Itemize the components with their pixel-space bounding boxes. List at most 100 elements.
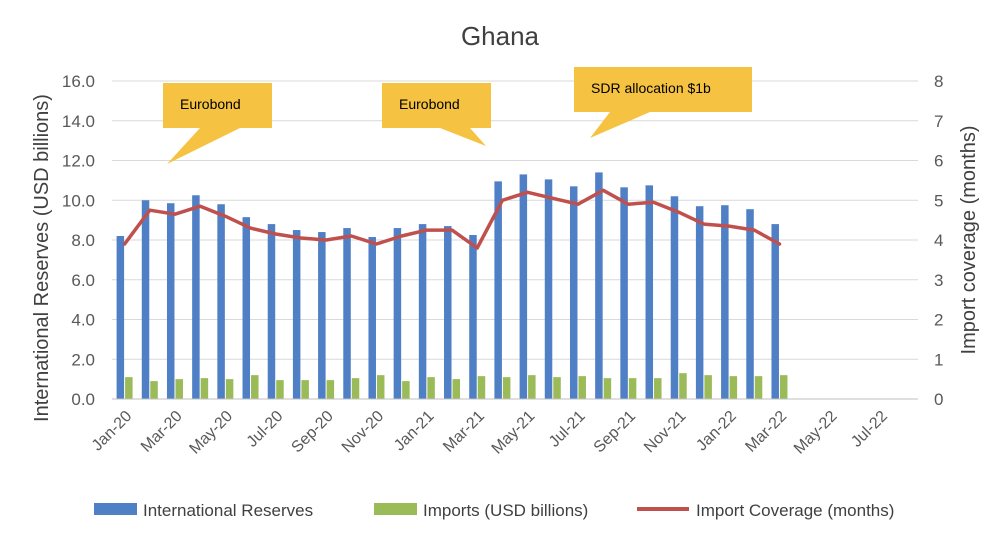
y-tick-label: 12.0 (62, 152, 95, 171)
x-tick-label: Jul-22 (848, 408, 891, 451)
imports-bar (125, 377, 133, 399)
reserves-bar (141, 200, 150, 399)
legend-label: Import Coverage (months) (696, 501, 894, 520)
reserves-bar (620, 187, 628, 399)
x-tick-label: Mar-22 (742, 408, 790, 456)
x-tick-label: Sep-21 (591, 408, 640, 457)
x-tick-label: Jan-21 (391, 408, 438, 455)
imports-bar (502, 377, 511, 399)
x-tick-label: May-21 (489, 408, 539, 458)
y2-tick-label: 3 (934, 271, 943, 290)
x-tick-label: Sep-20 (288, 408, 337, 457)
reserves-bar (469, 235, 477, 399)
annotation-callout: Eurobond (382, 83, 491, 146)
imports-bar (326, 380, 335, 399)
y2-tick-label: 2 (934, 311, 943, 330)
annotation-callout: SDR allocation $1b (574, 67, 752, 138)
y2-tick-label: 6 (934, 152, 943, 171)
line-layer (122, 188, 782, 250)
legend-item: Imports (USD billions) (374, 501, 588, 520)
reserves-bar (494, 181, 502, 399)
reserves-bar (645, 185, 654, 399)
imports-bar (704, 375, 712, 399)
x-tick-label: Nov-20 (339, 408, 388, 457)
reserves-bar (595, 172, 603, 399)
callout-shape (163, 83, 272, 164)
annotation-callout: Eurobond (163, 83, 272, 164)
y2-tick-label: 7 (934, 112, 943, 131)
reserves-bar (368, 237, 376, 399)
callout-text: Eurobond (399, 96, 460, 112)
y-tick-label: 0.0 (71, 390, 95, 409)
imports-bar (376, 375, 385, 399)
legend-label: Imports (USD billions) (423, 501, 588, 520)
reserves-bar (418, 224, 427, 399)
imports-bar (477, 376, 486, 399)
legend-label: International Reserves (143, 501, 313, 520)
legend-item: Import Coverage (months) (637, 501, 894, 520)
reserves-bar (444, 226, 452, 399)
imports-bar (754, 376, 763, 399)
y-tick-label: 14.0 (62, 112, 95, 131)
x-tick-label: Jan-22 (693, 408, 740, 455)
reserves-bar (746, 209, 754, 399)
imports-bar (175, 379, 183, 399)
callout-text: SDR allocation $1b (591, 80, 711, 96)
x-tick-label: Jan-20 (89, 408, 136, 455)
imports-bar (654, 378, 662, 399)
reserves-bar (569, 186, 578, 399)
y-tick-label: 4.0 (71, 311, 95, 330)
y2-tick-label: 5 (934, 191, 943, 210)
callout-text: Eurobond (180, 96, 241, 112)
reserves-bar (166, 203, 175, 399)
imports-bar (679, 373, 687, 399)
reserves-bar (292, 230, 301, 399)
coverage-line (122, 188, 782, 250)
imports-bar (603, 378, 612, 399)
y2-axis-label: Import coverage (months) (958, 126, 980, 355)
reserves-bar (771, 224, 779, 399)
imports-bar (351, 378, 360, 399)
y-tick-label: 10.0 (62, 191, 95, 210)
legend: International Reserves Imports (USD billi… (94, 501, 894, 520)
callouts-layer: Eurobond Eurobond SDR allocation $1b (163, 67, 752, 164)
reserves-bar (721, 205, 729, 399)
y-tick-label: 16.0 (62, 72, 95, 91)
imports-bar (150, 381, 158, 399)
reserves-bar (519, 174, 528, 399)
y2-tick-label: 8 (934, 72, 943, 91)
y2-tick-label: 0 (934, 390, 943, 409)
x-tick-label: Mar-20 (138, 408, 186, 456)
chart-title: Ghana (461, 21, 540, 51)
reserves-bar (192, 195, 200, 399)
imports-bar (528, 375, 536, 399)
reserves-bar (267, 224, 276, 399)
imports-bar (301, 380, 309, 399)
callout-shape (574, 67, 752, 138)
y-axis-label: International Reserves (USD billions) (31, 94, 53, 422)
y2-tick-label: 4 (934, 231, 943, 250)
legend-swatch (94, 503, 137, 515)
imports-bar (779, 375, 788, 399)
reserves-bar (670, 196, 679, 399)
imports-bar (553, 377, 561, 399)
legend-item: International Reserves (94, 501, 313, 520)
imports-bar (200, 378, 209, 399)
bars-layer (116, 172, 788, 399)
imports-bar (251, 375, 259, 399)
imports-bar (628, 378, 637, 399)
imports-bar (402, 381, 410, 399)
reserves-bar (544, 179, 553, 399)
x-tick-label: Mar-21 (440, 408, 488, 456)
x-tick-label: May-20 (186, 408, 236, 458)
imports-bar (452, 379, 461, 399)
reserves-bar (343, 228, 351, 399)
legend-swatch (374, 503, 417, 515)
reserves-bar (318, 232, 326, 399)
imports-bar (729, 376, 738, 399)
reserves-bar (695, 206, 704, 399)
callout-shape (382, 83, 491, 146)
y-tick-label: 2.0 (71, 350, 95, 369)
y2-tick-label: 1 (934, 350, 943, 369)
